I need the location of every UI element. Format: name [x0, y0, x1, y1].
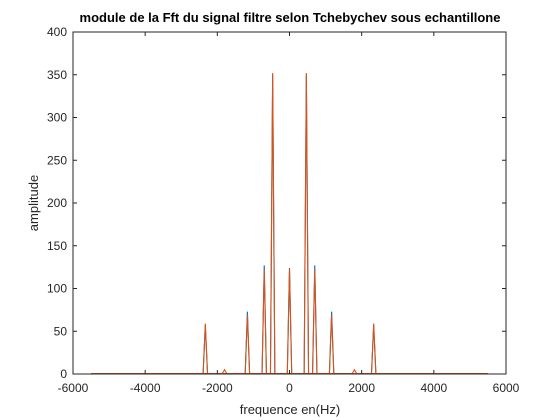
y-axis-label: amplitude: [26, 175, 41, 231]
series-1-peak-8: [329, 315, 333, 373]
x-tick-label-0: -6000: [58, 381, 89, 395]
y-tick-label-7: 350: [47, 68, 67, 82]
y-tick-label-6: 300: [47, 111, 67, 125]
y-tick-label-1: 50: [54, 324, 68, 338]
series-1-peak-6: [304, 73, 308, 373]
series-1: [91, 73, 488, 373]
series-1-peak-10: [371, 324, 375, 374]
series-1-peak-4: [270, 73, 274, 373]
y-tick-label-4: 200: [47, 196, 67, 210]
y-tick-label-0: 0: [60, 367, 67, 381]
x-tick-label-5: 4000: [420, 381, 447, 395]
series-1-peak-7: [313, 270, 317, 374]
series-1-peak-2: [245, 315, 249, 373]
series-1-peak-0: [203, 324, 207, 374]
series-0: [91, 75, 488, 374]
y-tick-label-2: 100: [47, 282, 67, 296]
y-tick-label-3: 150: [47, 239, 67, 253]
plot-frame: [73, 32, 506, 374]
series-1-peak-5: [287, 269, 291, 374]
series-1-peak-1: [222, 370, 226, 374]
x-tick-label-6: 6000: [493, 381, 520, 395]
x-tick-label-3: 0: [286, 381, 293, 395]
series-1-peak-3: [262, 270, 266, 374]
axes-layer: -6000 -4000 -2000 0 2000 4000 6000 0 50 100 150 200…: [47, 25, 520, 395]
y-tick-label-8: 400: [47, 25, 67, 39]
y-tick-label-5: 250: [47, 153, 67, 167]
series-layer: [91, 73, 488, 373]
x-tick-label-4: 2000: [348, 381, 375, 395]
x-tick-label-1: -4000: [130, 381, 161, 395]
x-tick-label-2: -2000: [202, 381, 233, 395]
series-1-peak-9: [352, 370, 356, 374]
x-axis-label: frequence en(Hz): [240, 402, 340, 417]
chart-title: module de la Fft du signal filtre selon …: [80, 10, 501, 25]
